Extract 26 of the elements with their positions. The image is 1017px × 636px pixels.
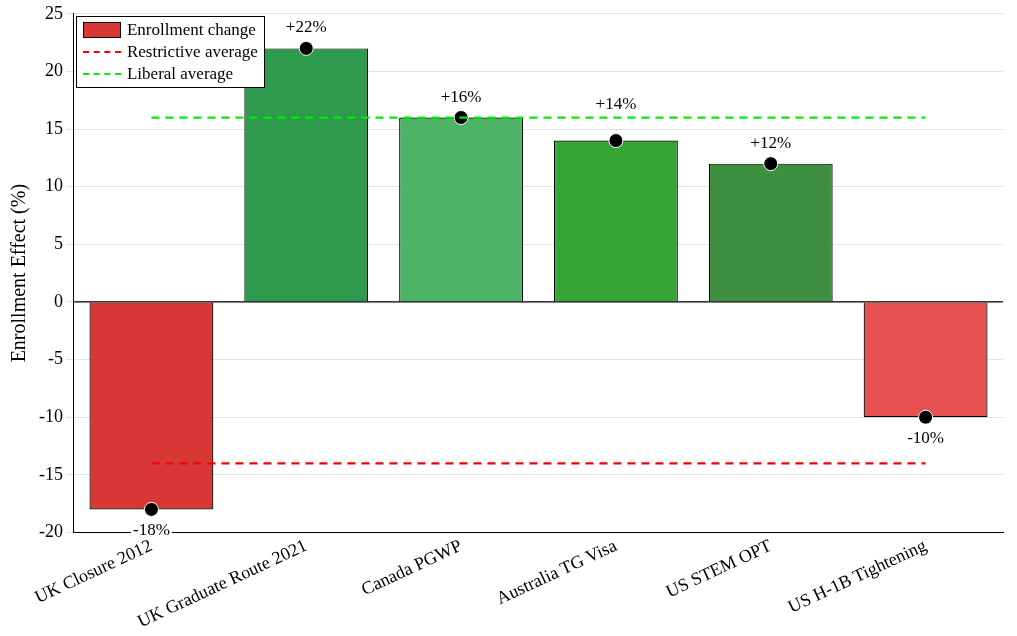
y-tick-label: -15 (38, 463, 63, 484)
legend-label: Enrollment change (126, 19, 256, 40)
data-label: -10% (907, 428, 944, 448)
y-tick-label: 15 (44, 117, 63, 138)
legend-label: Liberal average (126, 63, 234, 84)
x-tick-label: US STEM OPT (662, 535, 775, 602)
point (298, 40, 314, 56)
y-tick-label: 25 (44, 2, 63, 23)
y-tick-label: -10 (38, 405, 63, 426)
y-tick-label: 20 (44, 60, 63, 81)
point (918, 409, 934, 425)
data-label: +14% (595, 93, 637, 113)
point (143, 501, 159, 517)
legend-label: Restrictive average (126, 41, 258, 62)
y-tick-label: -20 (38, 521, 63, 542)
data-label: +16% (440, 86, 482, 106)
y-tick-label: 0 (53, 290, 63, 311)
y-axis-title: Enrollment Effect (%) (7, 183, 31, 363)
data-label: +12% (750, 132, 792, 152)
y-tick-label: 5 (53, 233, 63, 254)
point (763, 156, 779, 172)
data-label: +22% (285, 17, 327, 37)
data-label: -18% (133, 520, 170, 540)
y-tick-label: -5 (47, 348, 63, 369)
y-tick-label: 10 (44, 175, 63, 196)
point (608, 133, 624, 149)
